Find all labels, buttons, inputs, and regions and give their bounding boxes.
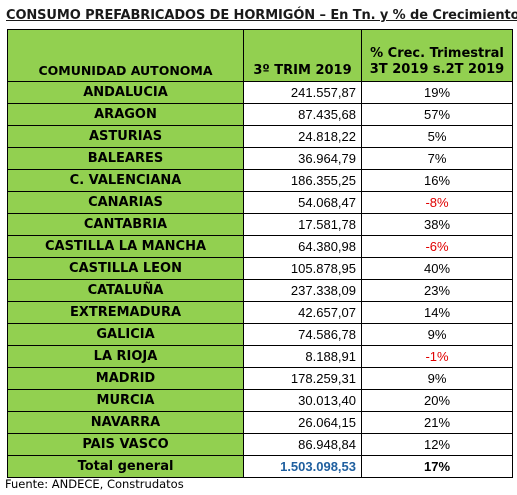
total-row: Total general 1.503.098,53 17% [7,455,513,478]
region-cell: CATALUÑA [7,279,244,302]
region-cell: LA RIOJA [7,345,244,368]
table-row: GALICIA 74.586,78 9% [7,323,513,346]
value-cell: 86.948,84 [243,433,362,456]
growth-cell: 12% [361,433,513,456]
region-cell: C. VALENCIANA [7,169,244,192]
total-value-cell: 1.503.098,53 [243,455,362,478]
region-cell: MURCIA [7,389,244,412]
table-row: C. VALENCIANA 186.355,25 16% [7,169,513,192]
table-row: LA RIOJA 8.188,91 -1% [7,345,513,368]
value-cell: 237.338,09 [243,279,362,302]
value-cell: 30.013,40 [243,389,362,412]
value-cell: 178.259,31 [243,367,362,390]
region-cell: EXTREMADURA [7,301,244,324]
table-row: NAVARRA 26.064,15 21% [7,411,513,434]
value-cell: 8.188,91 [243,345,362,368]
region-cell: BALEARES [7,147,244,170]
column-header-trim: 3º TRIM 2019 [243,29,362,82]
table-row: CASTILLA LA MANCHA 64.380,98 -6% [7,235,513,258]
table-row: MADRID 178.259,31 9% [7,367,513,390]
region-cell: CANTABRIA [7,213,244,236]
growth-cell: 5% [361,125,513,148]
growth-cell: 40% [361,257,513,280]
table-row: CATALUÑA 237.338,09 23% [7,279,513,302]
table-row: ARAGON 87.435,68 57% [7,103,513,126]
data-table: COMUNIDAD AUTONOMA 3º TRIM 2019 % Crec. … [7,29,513,478]
growth-cell: -8% [361,191,513,214]
growth-cell: 9% [361,323,513,346]
table-row: BALEARES 36.964,79 7% [7,147,513,170]
region-cell: CASTILLA LA MANCHA [7,235,244,258]
value-cell: 105.878,95 [243,257,362,280]
column-header-growth-line2: 3T 2019 s.2T 2019 [369,62,505,77]
source-note: Fuente: ANDECE, Construdatos [5,477,184,491]
column-header-region: COMUNIDAD AUTONOMA [7,29,244,82]
growth-cell: 38% [361,213,513,236]
table-row: PAIS VASCO 86.948,84 12% [7,433,513,456]
growth-cell: 23% [361,279,513,302]
region-cell: CANARIAS [7,191,244,214]
table-row: ASTURIAS 24.818,22 5% [7,125,513,148]
region-cell: NAVARRA [7,411,244,434]
region-cell: GALICIA [7,323,244,346]
growth-cell: 9% [361,367,513,390]
value-cell: 241.557,87 [243,81,362,104]
table-row: CANTABRIA 17.581,78 38% [7,213,513,236]
value-cell: 24.818,22 [243,125,362,148]
table-row: ANDALUCIA 241.557,87 19% [7,81,513,104]
growth-cell: -1% [361,345,513,368]
growth-cell: 14% [361,301,513,324]
region-cell: MADRID [7,367,244,390]
header-row: COMUNIDAD AUTONOMA 3º TRIM 2019 % Crec. … [7,29,513,82]
total-label-cell: Total general [7,455,244,478]
region-cell: ANDALUCIA [7,81,244,104]
table-row: CASTILLA LEON 105.878,95 40% [7,257,513,280]
growth-cell: -6% [361,235,513,258]
growth-cell: 21% [361,411,513,434]
table-row: CANARIAS 54.068,47 -8% [7,191,513,214]
growth-cell: 16% [361,169,513,192]
column-header-growth-line1: % Crec. Trimestral [370,46,504,61]
value-cell: 17.581,78 [243,213,362,236]
growth-cell: 20% [361,389,513,412]
growth-cell: 7% [361,147,513,170]
column-header-growth: % Crec. Trimestral 3T 2019 s.2T 2019 [361,29,513,82]
value-cell: 36.964,79 [243,147,362,170]
region-cell: ASTURIAS [7,125,244,148]
value-cell: 64.380,98 [243,235,362,258]
region-cell: PAIS VASCO [7,433,244,456]
value-cell: 87.435,68 [243,103,362,126]
region-cell: CASTILLA LEON [7,257,244,280]
region-cell: ARAGON [7,103,244,126]
table-row: EXTREMADURA 42.657,07 14% [7,301,513,324]
value-cell: 42.657,07 [243,301,362,324]
total-growth-cell: 17% [361,455,513,478]
value-cell: 186.355,25 [243,169,362,192]
growth-cell: 19% [361,81,513,104]
growth-cell: 57% [361,103,513,126]
table-row: MURCIA 30.013,40 20% [7,389,513,412]
value-cell: 74.586,78 [243,323,362,346]
value-cell: 54.068,47 [243,191,362,214]
table-title: CONSUMO PREFABRICADOS DE HORMIGÓN – En T… [6,8,517,23]
value-cell: 26.064,15 [243,411,362,434]
